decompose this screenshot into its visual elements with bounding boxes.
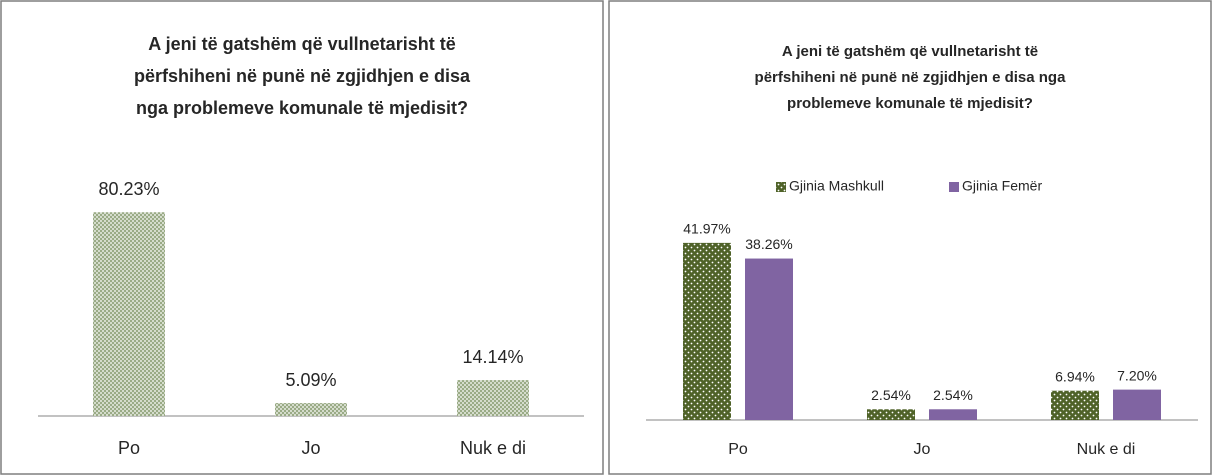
- x-tick-label: Jo: [301, 438, 320, 458]
- chart-title: A jeni të gatshëm që vullnetarisht të: [148, 34, 455, 54]
- bar: [745, 258, 793, 420]
- data-label: 2.54%: [871, 387, 911, 403]
- data-label: 38.26%: [745, 236, 792, 252]
- data-label: 41.97%: [683, 221, 730, 237]
- bar: [275, 403, 347, 416]
- chart-title: problemeve komunale të mjedisit?: [787, 95, 1033, 112]
- x-tick-label: Jo: [914, 441, 931, 458]
- bar: [929, 409, 977, 420]
- legend-label: Gjinia Femër: [962, 178, 1042, 194]
- panel-border: [608, 0, 1212, 475]
- data-label: 5.09%: [285, 370, 336, 390]
- chart-title: përfshiheni në punë në zgjidhjen e disa …: [755, 69, 1067, 86]
- data-label: 2.54%: [933, 387, 973, 403]
- chart-title: përfshiheni në punë në zgjidhjen e disa: [134, 66, 471, 86]
- x-tick-label: Nuk e di: [460, 438, 526, 458]
- panel-border: [0, 0, 604, 475]
- chart-title: nga problemeve komunale të mjedisit?: [136, 98, 468, 118]
- x-tick-label: Po: [118, 438, 140, 458]
- legend-swatch: [776, 182, 786, 192]
- bar: [1051, 390, 1099, 420]
- x-tick-label: Nuk e di: [1077, 441, 1136, 458]
- bar: [1113, 389, 1161, 420]
- data-label: 6.94%: [1055, 368, 1095, 384]
- legend-swatch: [949, 182, 959, 192]
- data-label: 7.20%: [1117, 367, 1157, 383]
- bar: [867, 409, 915, 420]
- data-label: 14.14%: [462, 347, 523, 367]
- x-tick-label: Po: [728, 441, 748, 458]
- data-label: 80.23%: [98, 179, 159, 199]
- legend-label: Gjinia Mashkull: [789, 178, 884, 194]
- bar: [683, 242, 731, 420]
- chart-title: A jeni të gatshëm që vullnetarisht të: [782, 43, 1038, 60]
- bar: [457, 380, 529, 416]
- bar: [93, 212, 165, 416]
